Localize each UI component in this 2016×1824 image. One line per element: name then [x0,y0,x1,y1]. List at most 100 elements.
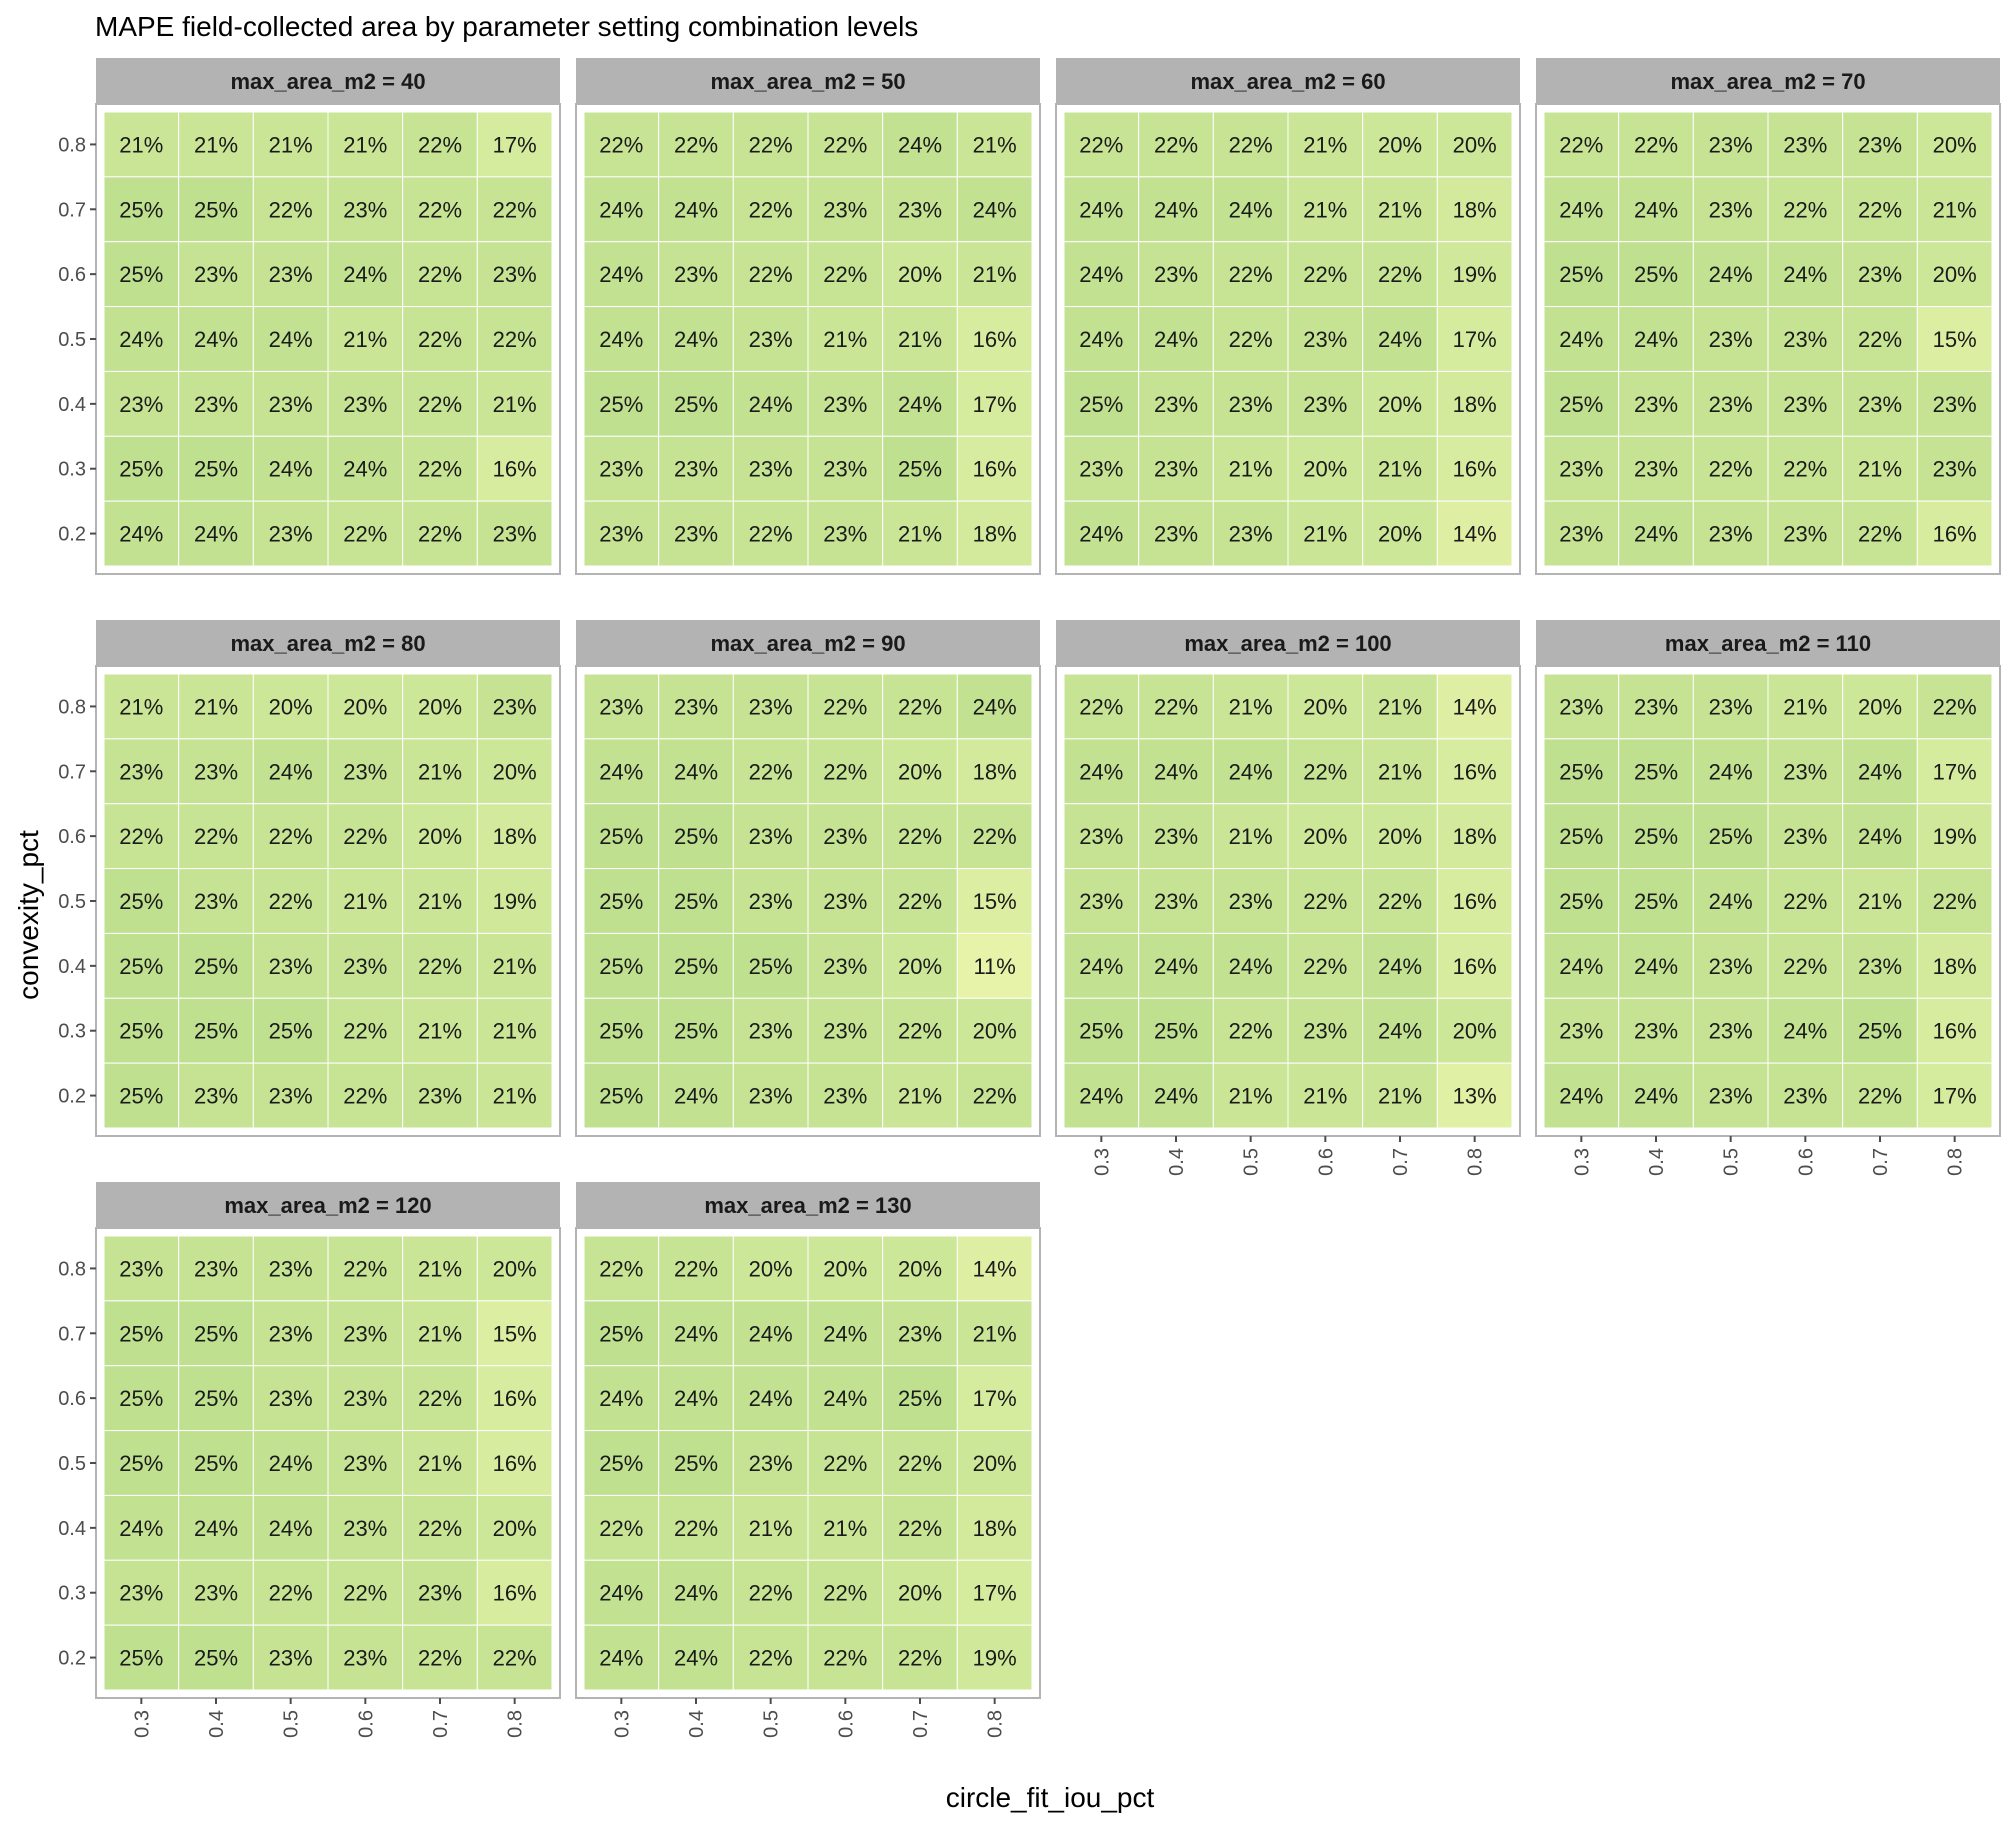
heatmap-cell [103,803,180,870]
cell-value-label: 23% [1559,457,1603,482]
cell-value-label: 22% [269,824,313,849]
heatmap-cell [402,868,478,934]
heatmap-cell [956,500,1033,567]
cell-value-label: 25% [1559,824,1603,849]
cell-value-label: 24% [823,1386,867,1411]
cell-value-label: 23% [1783,522,1827,547]
heatmap-cell [1767,500,1844,567]
cell-value-label: 23% [1634,1019,1678,1044]
cell-value-label: 23% [418,1084,462,1109]
cell-value-label: 20% [269,694,313,719]
cell-value-label: 23% [1709,327,1753,352]
cell-value-label: 22% [418,132,462,157]
cell-value-label: 21% [1378,694,1422,719]
cell-value-label: 24% [973,694,1017,719]
heatmap-cell [178,868,254,934]
heatmap-cell [732,500,809,567]
cell-value-label: 22% [1229,262,1273,287]
heatmap-cell [807,500,884,567]
heatmap-cell [1436,370,1513,437]
cell-value-label: 24% [1229,197,1273,222]
y-tick-label: 0.6 [58,826,86,848]
heatmap-cell [583,1559,660,1626]
cell-value-label: 16% [973,327,1017,352]
cell-value-label: 24% [1559,327,1603,352]
cell-value-label: 21% [823,1516,867,1541]
x-tick-label: 0.8 [1945,1148,1967,1176]
heatmap-cell [252,803,329,870]
cell-value-label: 23% [269,392,313,417]
heatmap-cell [1767,932,1844,999]
cell-value-label: 23% [599,522,643,547]
cell-value-label: 21% [1378,759,1422,784]
cell-value-label: 23% [1634,457,1678,482]
heatmap-cell [476,176,553,243]
heatmap-cell [1362,1062,1438,1129]
heatmap-cell [956,1300,1033,1367]
cell-value-label: 24% [674,1646,718,1671]
cell-value-label: 23% [823,392,867,417]
cell-value-label: 23% [1559,1019,1603,1044]
cell-value-label: 24% [1634,522,1678,547]
heatmap-cell [956,1559,1033,1626]
cell-value-label: 23% [599,457,643,482]
cell-value-label: 19% [973,1646,1017,1671]
cell-value-label: 25% [898,1386,942,1411]
cell-value-label: 25% [599,1084,643,1109]
cell-value-label: 21% [493,392,537,417]
heatmap-cell [1362,370,1438,437]
heatmap-cell [1767,673,1844,740]
cell-value-label: 21% [119,694,163,719]
heatmap-cell [1692,435,1769,502]
cell-value-label: 18% [973,1516,1017,1541]
cell-value-label: 22% [823,694,867,719]
heatmap-cell [1842,111,1918,178]
cell-value-label: 22% [1079,694,1123,719]
heatmap-cell [252,1430,329,1496]
cell-value-label: 23% [119,1581,163,1606]
heatmap-cell [1543,500,1620,567]
cell-value-label: 25% [119,1321,163,1346]
heatmap-cell [476,241,553,308]
cell-value-label: 22% [1783,457,1827,482]
heatmap-cell [1287,306,1364,372]
facet-panel: max_area_m2 = 40 21% 21% 21% 21% 22% 17% 25% 25%… [58,58,561,575]
heatmap-cell [1436,241,1513,308]
cell-value-label: 22% [119,824,163,849]
heatmap-cell [882,241,958,308]
heatmap-cell [1362,932,1438,999]
y-tick-label: 0.2 [58,1086,86,1108]
facet-panel: max_area_m2 = 90 23% 23% 23% 22% 22% 24% 24% 24%… [575,620,1041,1137]
cell-value-label: 22% [418,327,462,352]
heatmap-cell [882,1559,958,1626]
heatmap-cell [1692,738,1769,805]
heatmap-cell [583,1062,660,1129]
heatmap-cell [1138,370,1214,437]
cell-value-label: 21% [1783,694,1827,719]
cell-value-label: 25% [119,197,163,222]
heatmap-cell [252,738,329,805]
cell-value-label: 20% [1303,457,1347,482]
y-tick-label: 0.2 [58,524,86,546]
y-tick-label: 0.7 [58,1323,86,1345]
cell-value-label: 23% [1709,522,1753,547]
heatmap-cell [1362,176,1438,243]
heatmap-cell [1287,673,1364,740]
cell-value-label: 23% [1783,824,1827,849]
cell-value-label: 22% [1229,327,1273,352]
heatmap-cell [956,435,1033,502]
cell-value-label: 16% [1933,1019,1977,1044]
cell-value-label: 25% [599,889,643,914]
facet-strip-label: max_area_m2 = 130 [704,1193,911,1218]
heatmap-cell [402,803,478,870]
facet-strip-label: max_area_m2 = 120 [224,1193,431,1218]
heatmap-cell [807,868,884,934]
y-tick-label: 0.7 [58,199,86,221]
cell-value-label: 16% [973,457,1017,482]
heatmap-cell [583,1430,660,1496]
cell-value-label: 22% [823,1646,867,1671]
heatmap-cell [1692,306,1769,372]
heatmap-cell [402,435,478,502]
cell-value-label: 22% [493,327,537,352]
heatmap-cell [1767,738,1844,805]
